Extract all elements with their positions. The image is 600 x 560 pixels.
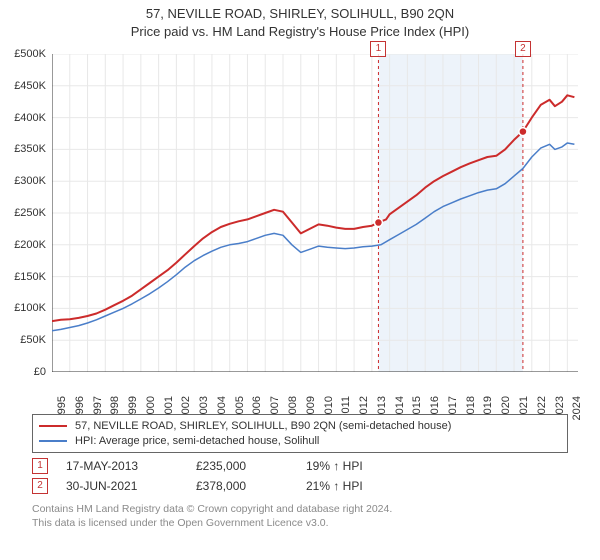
legend-label-red: 57, NEVILLE ROAD, SHIRLEY, SOLIHULL, B90… bbox=[75, 420, 451, 432]
legend-label-blue: HPI: Average price, semi-detached house,… bbox=[75, 435, 319, 447]
footer: Contains HM Land Registry data © Crown c… bbox=[32, 502, 590, 530]
y-tick-label: £200K bbox=[2, 239, 46, 251]
sale-marker-2-icon: 2 bbox=[515, 41, 531, 57]
sale-marker-1-icon: 1 bbox=[32, 458, 48, 474]
title-address: 57, NEVILLE ROAD, SHIRLEY, SOLIHULL, B90… bbox=[0, 6, 600, 21]
y-tick-label: £400K bbox=[2, 112, 46, 124]
y-tick-label: £500K bbox=[2, 48, 46, 60]
chart: £0£50K£100K£150K£200K£250K£300K£350K£400… bbox=[14, 48, 586, 404]
y-tick-label: £450K bbox=[2, 80, 46, 92]
sale-row: 1 17-MAY-2013 £235,000 19% ↑ HPI bbox=[32, 456, 568, 476]
sale-marker-1-icon: 1 bbox=[370, 41, 386, 57]
chart-title: 57, NEVILLE ROAD, SHIRLEY, SOLIHULL, B90… bbox=[0, 0, 600, 39]
sale-delta: 21% ↑ HPI bbox=[306, 479, 426, 493]
footer-line1: Contains HM Land Registry data © Crown c… bbox=[32, 502, 590, 516]
y-tick-label: £300K bbox=[2, 175, 46, 187]
sale-marker-2-icon: 2 bbox=[32, 478, 48, 494]
y-tick-label: £50K bbox=[2, 334, 46, 346]
sale-table: 1 17-MAY-2013 £235,000 19% ↑ HPI 2 30-JU… bbox=[32, 456, 568, 496]
legend-swatch-red bbox=[39, 425, 67, 427]
sale-delta: 19% ↑ HPI bbox=[306, 459, 426, 473]
sale-date: 17-MAY-2013 bbox=[66, 459, 196, 473]
y-tick-label: £100K bbox=[2, 302, 46, 314]
x-tick-label: 2024 bbox=[571, 396, 583, 420]
sale-price: £378,000 bbox=[196, 479, 306, 493]
y-tick-label: £0 bbox=[2, 366, 46, 378]
legend-row-red: 57, NEVILLE ROAD, SHIRLEY, SOLIHULL, B90… bbox=[39, 418, 561, 433]
plot-area bbox=[52, 54, 578, 372]
y-tick-label: £350K bbox=[2, 143, 46, 155]
footer-line2: This data is licensed under the Open Gov… bbox=[32, 516, 590, 530]
sale-date: 30-JUN-2021 bbox=[66, 479, 196, 493]
legend-swatch-blue bbox=[39, 440, 67, 442]
legend-row-blue: HPI: Average price, semi-detached house,… bbox=[39, 433, 561, 448]
sale-row: 2 30-JUN-2021 £378,000 21% ↑ HPI bbox=[32, 476, 568, 496]
title-subtitle: Price paid vs. HM Land Registry's House … bbox=[0, 24, 600, 39]
sale-price: £235,000 bbox=[196, 459, 306, 473]
legend: 57, NEVILLE ROAD, SHIRLEY, SOLIHULL, B90… bbox=[32, 414, 568, 453]
y-tick-label: £250K bbox=[2, 207, 46, 219]
y-tick-label: £150K bbox=[2, 271, 46, 283]
